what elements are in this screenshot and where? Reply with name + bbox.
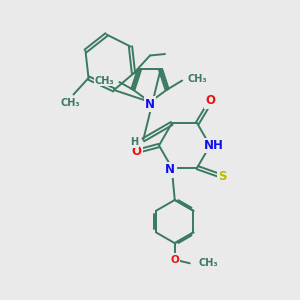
Text: CH₃: CH₃ [94,76,114,85]
Text: CH₃: CH₃ [188,74,207,84]
Text: S: S [218,170,227,183]
Text: NH: NH [204,139,224,152]
Text: O: O [206,94,216,107]
Text: H: H [130,137,138,147]
Text: CH₃: CH₃ [198,258,218,268]
Text: O: O [170,255,179,265]
Text: N: N [165,164,175,176]
Text: CH₃: CH₃ [60,98,80,108]
Text: N: N [145,98,155,111]
Text: O: O [131,145,142,158]
